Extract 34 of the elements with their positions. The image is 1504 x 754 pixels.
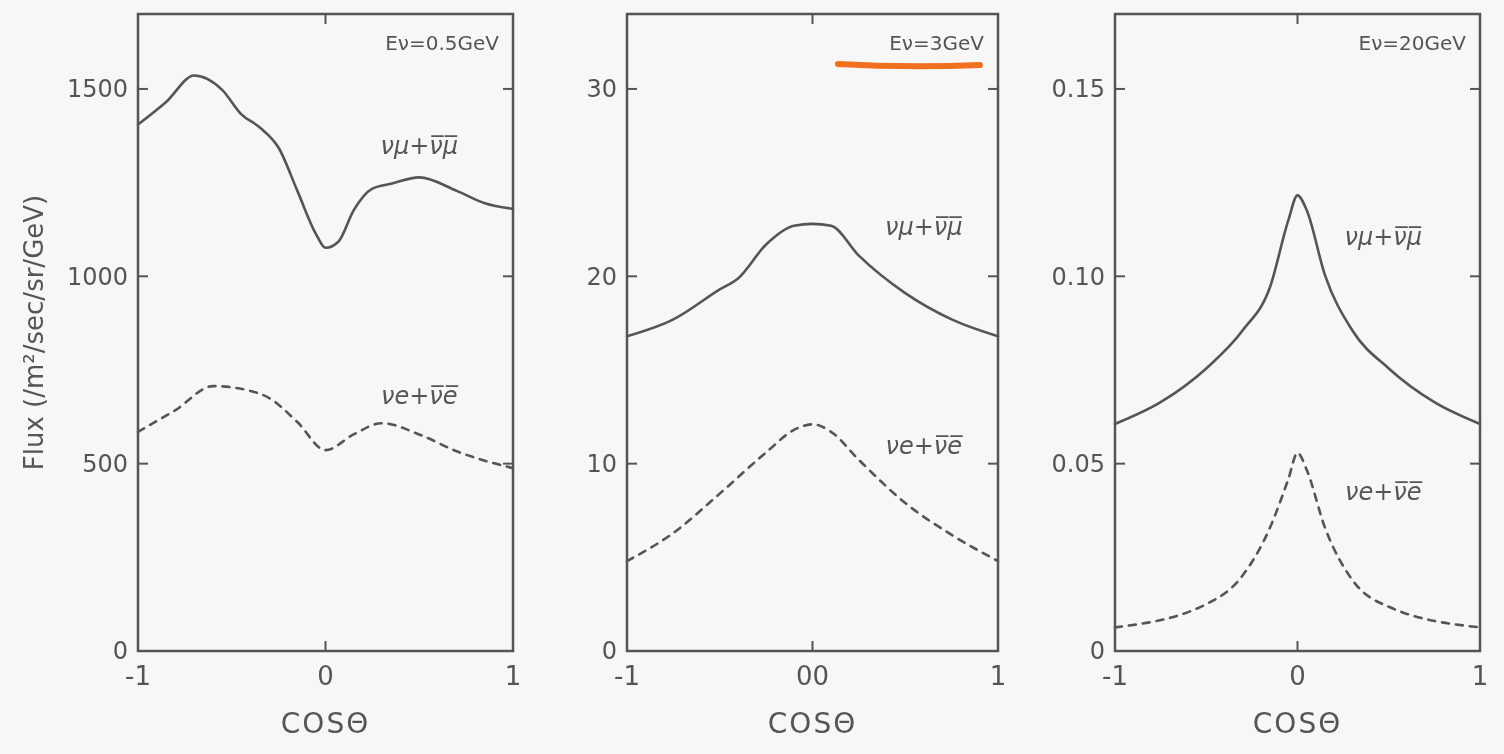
x-tick-label: -1 [614, 661, 640, 691]
x-tick-label: 1 [504, 661, 522, 691]
x-tick-label: 0 [317, 661, 334, 691]
series-label: νe+ν̅e̅ [885, 432, 964, 460]
y-tick-label: 10 [586, 450, 617, 479]
annotation: Eν=3GeV [889, 31, 985, 55]
y-tick-label: 0 [112, 637, 128, 666]
y-tick-label: 1000 [66, 262, 128, 291]
series-label: νe+ν̅e̅ [1345, 478, 1423, 506]
series-label: νμ+ν̅μ̅ [885, 213, 963, 241]
annotation: Eν=0.5GeV [385, 31, 500, 55]
y-tick-label: 0 [1089, 637, 1105, 666]
y-tick-label: 20 [586, 262, 617, 291]
x-tick-label: 1 [989, 661, 1007, 691]
x-tick-label: -1 [125, 661, 151, 691]
y-tick-label: 0.10 [1051, 262, 1105, 291]
x-axis-title: COSΘ [280, 707, 371, 740]
annotation: Eν=20GeV [1358, 31, 1467, 55]
x-tick-label: -1 [1102, 661, 1128, 691]
y-tick-label: 30 [586, 75, 617, 104]
x-axis-title: COSΘ [1252, 707, 1343, 740]
series-label: νμ+ν̅μ̅ [1344, 223, 1423, 251]
x-tick-label: 1 [1471, 661, 1489, 691]
x-tick-label: 0 [1289, 661, 1306, 691]
y-axis-title: Flux (/m²/sec/sr/GeV) [19, 194, 49, 471]
y-tick-label: 0.15 [1051, 75, 1105, 104]
y-tick-label: 500 [82, 450, 128, 479]
series-label: νμ+ν̅μ̅ [380, 132, 458, 160]
x-tick-label: 00 [795, 661, 830, 691]
y-tick-label: 1500 [66, 75, 128, 104]
y-tick-label: 0 [601, 637, 617, 666]
x-axis-title: COSΘ [767, 707, 858, 740]
y-tick-label: 0.05 [1051, 450, 1105, 479]
series-label: νe+ν̅e̅ [381, 382, 459, 410]
